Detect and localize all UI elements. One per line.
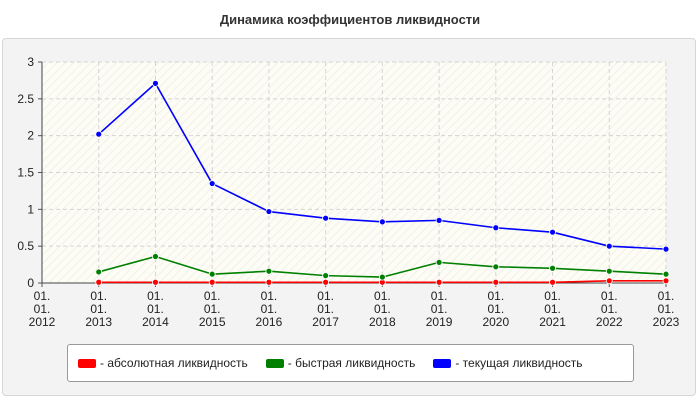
series-1 [95,253,670,281]
data-point [208,270,216,278]
axes: 0 0.5 1 1.5 2 2.5 3 01. 01. 2012 01. 01. 2013 01. 01. 2… [17,55,679,329]
data-point [662,245,670,253]
x-tick-label: 01. 01. 2023 [653,289,680,329]
x-tick-label: 01. 01. 2019 [426,289,453,329]
data-point [492,263,500,271]
data-point [662,277,670,285]
legend-label: - быстрая ликвидность [287,356,416,370]
y-tick-label: 2 [27,129,34,143]
legend-swatch-green [265,358,284,368]
x-tick-label: 01. 01. 2017 [312,289,339,329]
x-tick-label: 01. 01. 2018 [369,289,396,329]
data-point [152,278,159,286]
x-tick-label: 01. 01. 2012 [29,289,56,329]
data-point [662,270,670,278]
data-point [435,258,443,266]
legend: - абсолютная ликвидность - быстрая ликви… [67,344,634,382]
series-0 [95,277,670,286]
y-tick-label: 1.5 [17,166,34,180]
data-point [378,273,386,281]
x-tick-label: 01. 01. 2016 [256,289,283,329]
legend-item-current-liquidity: - текущая ликвидность [433,356,583,370]
data-point [95,130,103,138]
legend-label: - текущая ликвидность [455,356,583,370]
x-tick-label: 01. 01. 2013 [85,289,112,329]
legend-label: - абсолютная ликвидность [100,356,248,370]
y-tick-label: 0.5 [17,239,34,253]
series-2 [95,79,670,253]
x-tick-label: 01. 01. 2014 [142,289,169,329]
data-point [152,79,159,87]
grid [42,61,667,283]
x-tick-label: 01. 01. 2021 [539,289,566,329]
data-point [605,242,613,250]
y-tick-label: 0 [27,276,34,290]
data-point [265,278,273,286]
data-point [208,278,216,286]
data-point [322,272,330,280]
y-tick-label: 3 [27,55,34,69]
x-tick-label: 01. 01. 2015 [199,289,226,329]
data-point [208,180,216,187]
data-point [549,278,556,286]
data-point [435,216,443,224]
x-tick-label: 01. 01. 2020 [482,289,509,329]
data-point [605,267,613,275]
data-point [152,253,159,260]
data-point [605,277,613,285]
data-point [95,278,103,286]
y-tick-label: 1 [27,202,34,216]
series-layer [95,79,670,286]
legend-swatch-blue [433,358,452,368]
data-point [549,228,556,236]
legend-swatch-red [78,358,96,368]
data-point [492,278,500,286]
legend-item-absolute-liquidity: - абсолютная ликвидность [78,356,248,370]
x-tick-label: 01. 01. 2022 [596,289,623,329]
data-point [322,278,330,286]
data-point [265,208,273,215]
y-tick-label: 2.5 [17,92,34,106]
legend-item-quick-liquidity: - быстрая ликвидность [265,356,416,370]
data-point [549,264,556,272]
data-point [435,278,443,286]
data-point [265,267,273,275]
data-point [322,214,330,222]
data-point [95,268,103,276]
data-point [492,224,500,232]
data-point [378,218,386,226]
chart-title: Динамика коэффициентов ликвидности [219,12,481,27]
